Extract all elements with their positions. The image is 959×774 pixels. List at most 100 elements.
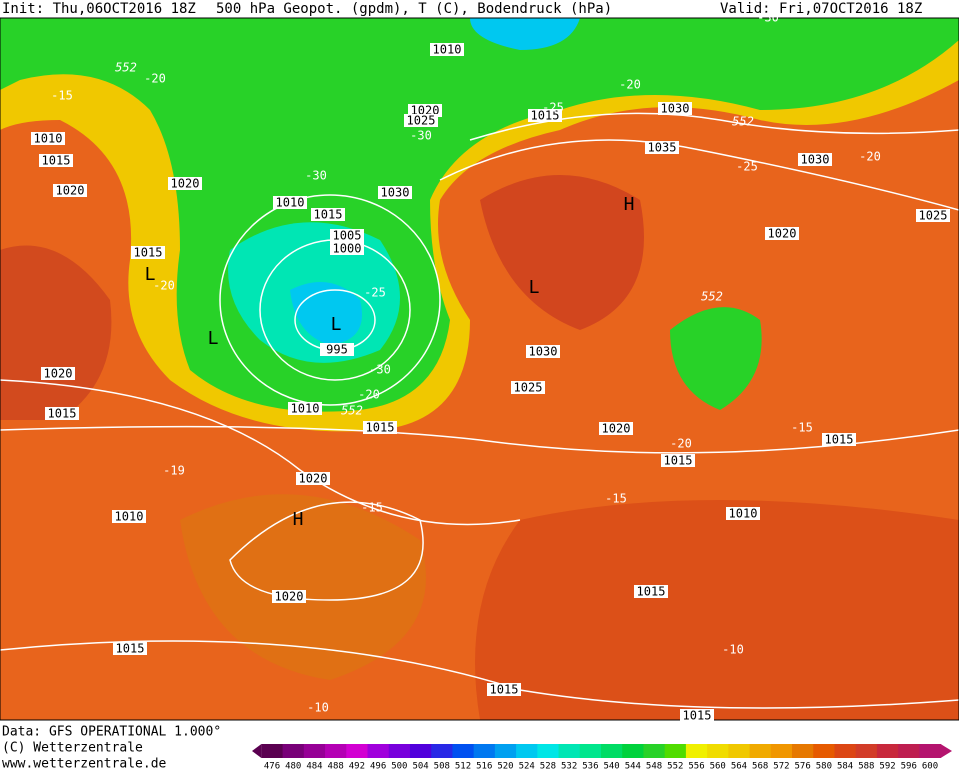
- map: [0, 17, 959, 721]
- scale-box: [898, 744, 920, 758]
- scale-label: 556: [688, 762, 704, 771]
- pressure-center: H: [624, 194, 635, 215]
- temperature-label: -15: [605, 492, 627, 506]
- pressure-label: 1005: [333, 229, 362, 243]
- pressure-label-box: [330, 242, 364, 255]
- scale-label: 516: [476, 762, 492, 771]
- scale-box: [792, 744, 814, 758]
- pressure-label: 1030: [381, 186, 410, 200]
- data-source: Data: GFS OPERATIONAL 1.000°: [2, 725, 221, 740]
- scale-label: 548: [646, 762, 662, 771]
- scale-box: [749, 744, 772, 758]
- scale-box: [388, 744, 411, 758]
- scale-box: [431, 744, 453, 758]
- pressure-label-box: [661, 454, 695, 467]
- temperature-label: -20: [144, 72, 166, 86]
- isobar: [0, 425, 959, 454]
- temperature-label: -20: [358, 388, 380, 402]
- pressure-label: 1020: [299, 472, 328, 486]
- geopotential-label: 552: [701, 290, 723, 304]
- scale-box: [494, 744, 517, 758]
- map-labels: 1010 1010 1015 1020 1020 1015 1010 1015 10051000…: [31, 11, 950, 723]
- pressure-label-box: [273, 196, 307, 209]
- scale-label: 504: [412, 762, 428, 771]
- scale-label: 528: [540, 762, 556, 771]
- pressure-label-box: [726, 507, 760, 520]
- pressure-label: 1025: [514, 381, 543, 395]
- map-frame: [0, 17, 959, 721]
- scale-box: [643, 744, 666, 758]
- scale-label: 508: [434, 762, 450, 771]
- pressure-label: 1015: [366, 421, 395, 435]
- pressure-label-box: [320, 343, 354, 356]
- temperature-label: -30: [410, 129, 432, 143]
- website: www.wetterzentrale.de: [2, 757, 167, 771]
- pressure-label: 1020: [56, 184, 85, 198]
- pressure-label-box: [404, 114, 438, 127]
- scale-box: [473, 744, 496, 758]
- isobars: [0, 112, 959, 709]
- scale-label: 600: [922, 762, 938, 771]
- scale-box: [579, 744, 602, 758]
- pressure-label-box: [487, 683, 521, 696]
- pressure-center: L: [145, 264, 156, 285]
- pressure-label-box: [330, 229, 364, 242]
- pressure-label-box: [112, 510, 146, 523]
- scale-label: 512: [455, 762, 471, 771]
- pressure-label-box: [798, 153, 832, 166]
- scale-box: [409, 744, 432, 758]
- map-title: 500 hPa Geopot. (gpdm), T (C), Bodendruc…: [216, 1, 612, 17]
- pressure-label: 1015: [314, 208, 343, 222]
- scale-label: 560: [710, 762, 726, 771]
- scale-label: 588: [858, 762, 874, 771]
- scale-box: [303, 744, 326, 758]
- pressure-center: L: [331, 314, 342, 335]
- scale-label: 500: [391, 762, 407, 771]
- warm-area: [0, 245, 112, 420]
- pressure-label: 1015: [134, 246, 163, 260]
- pressure-label: 1010: [34, 132, 63, 146]
- temperature-label: -30: [305, 169, 327, 183]
- scale-box: [282, 744, 305, 758]
- scale-label: 596: [901, 762, 917, 771]
- scale-box: [346, 744, 369, 758]
- pressure-label: 1010: [115, 510, 144, 524]
- pressure-label-box: [528, 109, 562, 122]
- init-time: Init: Thu,06OCT2016 18Z: [2, 1, 196, 17]
- scale-label: 572: [773, 762, 789, 771]
- scale-box: [876, 744, 899, 758]
- pressure-label: 1000: [333, 242, 362, 256]
- pressure-label: 1015: [531, 109, 560, 123]
- pressure-label-box: [599, 422, 633, 435]
- pressure-label: 1010: [433, 43, 462, 57]
- pressure-label: 1035: [648, 141, 677, 155]
- pressure-label: 1010: [276, 196, 305, 210]
- scale-label: 584: [837, 762, 853, 771]
- pressure-label-box: [288, 402, 322, 415]
- pressure-center: H: [293, 509, 304, 530]
- scale-label: 592: [879, 762, 895, 771]
- scale-label: 484: [306, 762, 322, 771]
- pressure-label-box: [430, 43, 464, 56]
- temperature-label: -30: [757, 11, 779, 25]
- pressure-label-box: [168, 177, 202, 190]
- geopotential-label: 552: [115, 61, 137, 75]
- scale-label: 488: [328, 762, 344, 771]
- scale-label: 536: [582, 762, 598, 771]
- scale-box: [261, 744, 284, 758]
- pressure-label: 1015: [683, 709, 712, 723]
- pressure-label-box: [645, 141, 679, 154]
- pressure-label-box: [822, 433, 856, 446]
- pressure-label-box: [378, 186, 412, 199]
- isobar: [219, 194, 441, 406]
- geopotential-label: 552: [341, 404, 363, 418]
- pressure-label: 1015: [637, 585, 666, 599]
- pressure-label: 1025: [919, 209, 948, 223]
- pressure-label-box: [41, 367, 75, 380]
- pressure-label: 1020: [275, 590, 304, 604]
- scale-label: 580: [816, 762, 832, 771]
- pressure-label: 1030: [661, 102, 690, 116]
- pressure-label: 1015: [664, 454, 693, 468]
- scale-label: 576: [795, 762, 811, 771]
- scale-label: 544: [625, 762, 641, 771]
